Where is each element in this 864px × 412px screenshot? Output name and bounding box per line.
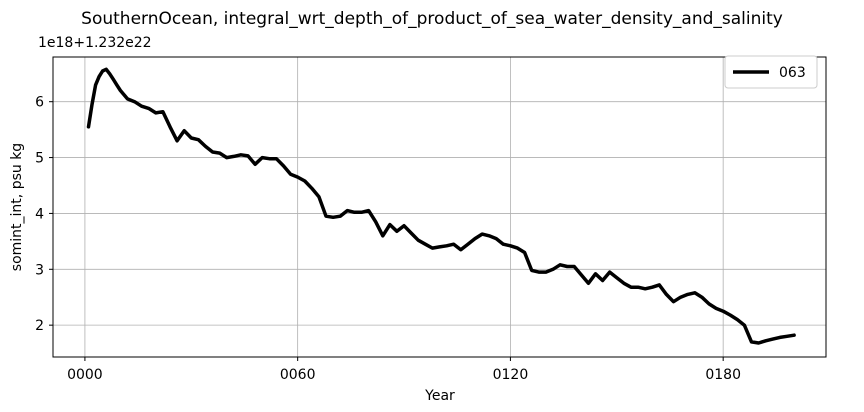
y-axis-offset-text: 1e18+1.232e22 — [38, 35, 152, 51]
y-axis-label: somint_int, psu kg — [9, 143, 25, 271]
y-tick-label: 3 — [35, 262, 44, 278]
series-line-063 — [86, 67, 796, 345]
chart-title: SouthernOcean, integral_wrt_depth_of_pro… — [81, 9, 783, 29]
x-axis-ticks: 0000 0060 0120 0180 — [67, 357, 741, 383]
y-tick-label: 4 — [35, 206, 44, 222]
x-axis-label: Year — [424, 388, 455, 404]
x-tick-label: 0060 — [280, 367, 316, 383]
y-axis-ticks: 2 3 4 5 6 — [35, 95, 53, 334]
grid-lines — [53, 57, 826, 357]
legend: 063 — [724, 55, 818, 89]
y-tick-label: 6 — [35, 95, 44, 111]
y-tick-label: 5 — [35, 151, 44, 167]
legend-label-063: 063 — [779, 65, 806, 81]
x-tick-label: 0000 — [67, 367, 103, 383]
legend-frame — [724, 55, 818, 89]
series-layer — [86, 67, 796, 345]
plot-area-frame — [52, 56, 827, 358]
x-tick-label: 0180 — [705, 367, 741, 383]
y-tick-label: 2 — [35, 318, 44, 334]
x-tick-label: 0120 — [493, 367, 529, 383]
